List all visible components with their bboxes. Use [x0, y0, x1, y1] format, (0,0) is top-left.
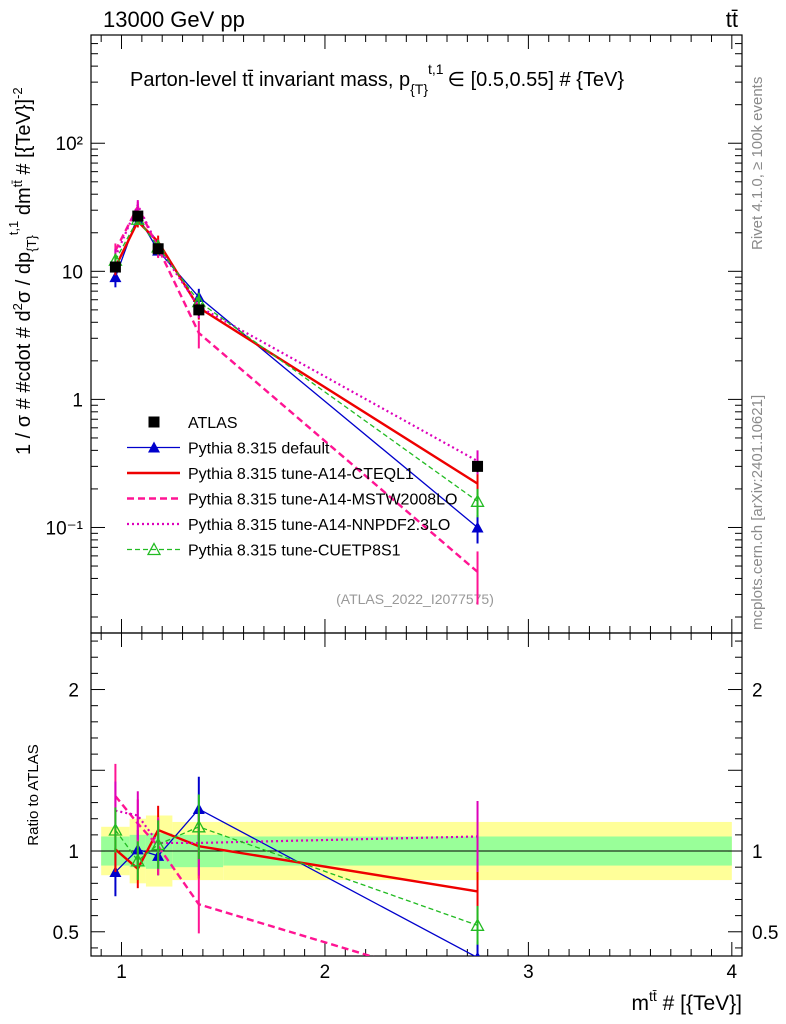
ylabel-p4: t,1 — [6, 221, 21, 235]
xlabel-sup: tt̄ — [649, 988, 657, 1004]
analysis-watermark: (ATLAS_2022_I2077575) — [336, 591, 494, 607]
ratio-point-4 — [151, 837, 166, 851]
chart-title-main: Parton-level tt̄ invariant mass, p — [130, 69, 410, 91]
y-ratio-tick-label: 2 — [68, 681, 79, 702]
atlas-point — [472, 460, 484, 472]
series-point-0 — [109, 271, 122, 283]
legend-marker-5 — [146, 542, 162, 556]
legend-label-5: Pythia 8.315 tune-CUETP8S1 — [188, 543, 401, 560]
series-point-0 — [471, 521, 484, 533]
chart-title-tail: ∈ [0.5,0.55] # {TeV} — [448, 69, 625, 91]
ratio-uncertainty-bands — [91, 815, 742, 887]
ratio-line-3 — [115, 809, 478, 845]
ratio-point-4 — [130, 853, 145, 867]
ratio-line-4 — [114, 826, 478, 926]
y-main-tick-label: 10⁻¹ — [46, 518, 84, 539]
x-tick-label: 2 — [320, 962, 331, 983]
atlas-point — [152, 243, 164, 255]
atlas-point — [132, 210, 144, 222]
xlabel-main: m — [631, 992, 649, 1015]
ratio-point-0 — [475, 951, 480, 956]
ratio-point-4 — [191, 819, 206, 833]
legend-label-2: Pythia 8.315 tune-A14-CTEQL1 — [188, 466, 414, 483]
series-point-4 — [470, 493, 485, 507]
main-series — [108, 200, 485, 605]
header-left: 13000 GeV pp — [103, 7, 245, 32]
chart-title-sub: {T} — [410, 81, 428, 97]
ylabel-p3: {T} — [24, 235, 39, 252]
ratio-y-axis-label: Ratio to ATLAS — [25, 744, 42, 845]
x-tick-label: 3 — [523, 962, 534, 983]
ylabel-p7: # [{TeV}] — [13, 99, 35, 180]
ratio-series — [108, 763, 485, 956]
ratio-point-4 — [108, 822, 123, 836]
legend-label-1: Pythia 8.315 default — [188, 441, 330, 458]
chart-title: Parton-level tt̄ invariant mass, p{T}t,1… — [130, 61, 624, 97]
y-ratio-tick-label-right: 0.5 — [752, 923, 778, 944]
legend-label-0: ATLAS — [188, 415, 238, 432]
legend: ATLAS Pythia 8.315 default Pythia 8.315 tu… — [127, 415, 457, 560]
legend-label-4: Pythia 8.315 tune-A14-NNPDF2.3LO — [188, 517, 450, 534]
x-tick-label: 1 — [116, 962, 127, 983]
ylabel-p8: -2 — [10, 87, 25, 99]
legend-label-3: Pythia 8.315 tune-A14-MSTW2008LO — [188, 492, 457, 509]
ylabel-p0: 1 / σ # #cdot # d — [13, 310, 35, 455]
mcplots-label: mcplots.cern.ch [arXiv:2401.10621] — [749, 395, 766, 630]
header-right: tt̄ — [726, 7, 738, 32]
ratio-panel-frame — [90, 632, 743, 957]
legend-marker-1 — [148, 441, 160, 453]
chart-title-sup: t,1 — [428, 61, 444, 77]
x-axis-label: mtt̄ # [{TeV}] — [631, 988, 742, 1015]
atlas-point — [109, 261, 121, 273]
y-ratio-tick-label: 0.5 — [53, 923, 79, 944]
rivet-label: Rivet 4.1.0, ≥ 100k events — [749, 77, 766, 250]
y-main-tick-label: 10 — [62, 262, 83, 283]
y-main-tick-label: 10² — [56, 134, 83, 155]
x-tick-label: 4 — [727, 962, 738, 983]
axes: 1 2 3 4 10 1 10⁻¹ 10² 2 2 1 1 0.5 0.5 — [46, 34, 778, 983]
y-axis-label: 1 / σ # #cdot # d2σ / dp{T}t,1 dmtt̄ # [… — [6, 87, 39, 455]
y-ratio-tick-label-right: 2 — [752, 681, 763, 702]
ylabel-p2: σ / dp — [13, 252, 35, 303]
ylabel-p6: tt̄ — [10, 180, 25, 188]
ratio-point-4 — [470, 917, 485, 931]
ylabel-p5: dm — [13, 187, 35, 220]
ylabel-p1: 2 — [10, 303, 25, 310]
atlas-point — [193, 304, 205, 316]
legend-marker-0 — [148, 416, 160, 428]
series-line-2 — [114, 203, 479, 573]
series-line-3 — [114, 202, 479, 463]
xlabel-tail: # [{TeV}] — [657, 992, 742, 1015]
y-ratio-tick-label-right: 1 — [752, 842, 763, 863]
y-main-tick-label: 1 — [72, 390, 83, 411]
y-ratio-tick-label: 1 — [68, 842, 79, 863]
